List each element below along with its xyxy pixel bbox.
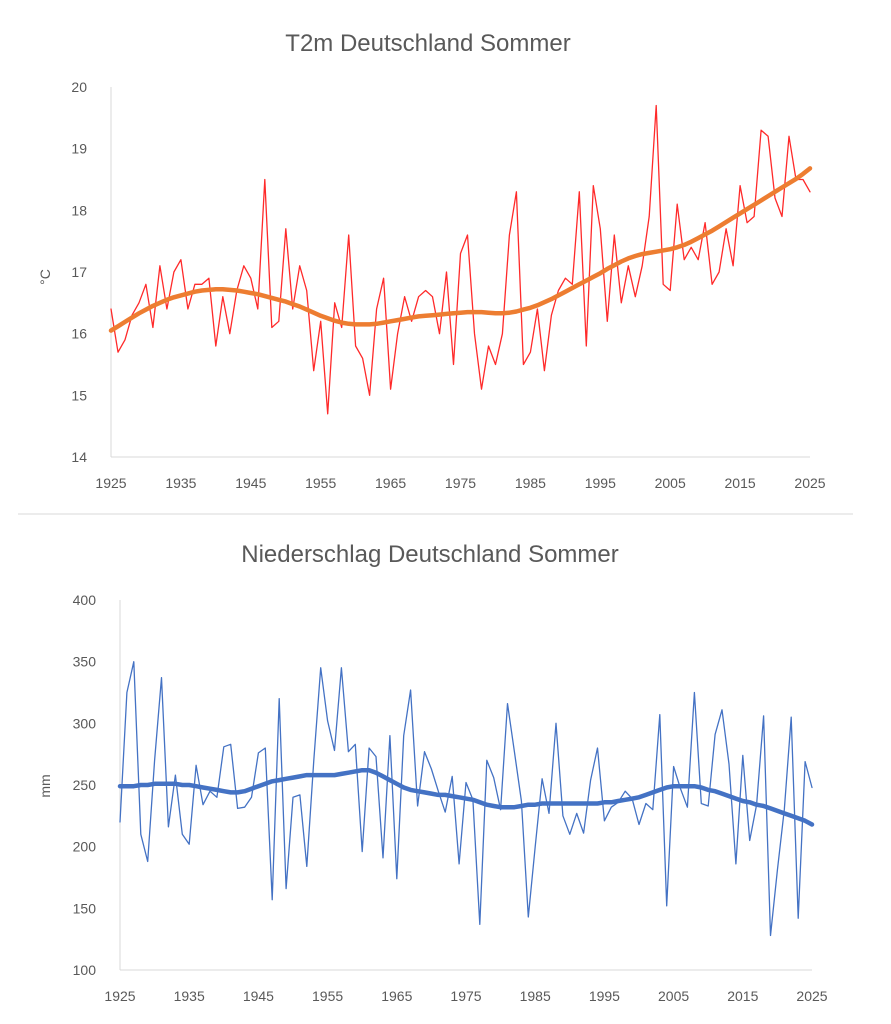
- x-tick-label: 1935: [165, 475, 196, 491]
- annual-series-line: [119, 661, 813, 937]
- annual-series-line: [110, 104, 811, 415]
- y-tick-label: 150: [73, 900, 97, 916]
- x-tick-label: 2015: [727, 988, 758, 1004]
- x-tick-label: 1965: [381, 988, 412, 1004]
- x-tick-label: 1975: [445, 475, 476, 491]
- x-tick-label: 1965: [375, 475, 406, 491]
- y-axis-label: mm: [37, 774, 53, 797]
- x-tick-label: 1955: [305, 475, 336, 491]
- y-tick-label: 300: [73, 715, 97, 731]
- chart-title: T2m Deutschland Sommer: [285, 30, 570, 57]
- x-tick-label: 1945: [235, 475, 266, 491]
- y-tick-label: 250: [73, 777, 97, 793]
- y-tick-label: 19: [71, 141, 87, 157]
- x-tick-label: 1975: [450, 988, 481, 1004]
- y-tick-label: 350: [73, 654, 97, 670]
- x-tick-label: 1945: [243, 988, 274, 1004]
- trend-series-line: [108, 166, 813, 333]
- x-tick-label: 1925: [104, 988, 135, 1004]
- x-tick-label: 2015: [725, 475, 756, 491]
- y-tick-label: 16: [71, 326, 87, 342]
- y-tick-label: 18: [71, 202, 87, 218]
- y-tick-label: 15: [71, 387, 87, 403]
- y-tick-label: 20: [71, 79, 87, 95]
- x-tick-label: 1995: [585, 475, 616, 491]
- x-tick-label: 2025: [794, 475, 825, 491]
- precipitation-chart: Niederschlag Deutschland Sommer mm 100 15…: [37, 541, 828, 1004]
- x-tick-label: 2025: [796, 988, 827, 1004]
- y-axis-label: °C: [37, 269, 53, 285]
- y-tick-label: 400: [73, 592, 97, 608]
- x-tick-label: 2005: [658, 988, 689, 1004]
- x-tick-label: 1985: [515, 475, 546, 491]
- y-tick-label: 100: [73, 962, 97, 978]
- x-tick-label: 2005: [655, 475, 686, 491]
- y-tick-label: 17: [71, 264, 87, 280]
- y-tick-label: 14: [71, 449, 87, 465]
- x-tick-label: 1935: [174, 988, 205, 1004]
- x-tick-label: 1925: [95, 475, 126, 491]
- y-tick-label: 200: [73, 839, 97, 855]
- chart-title: Niederschlag Deutschland Sommer: [241, 541, 619, 568]
- x-tick-label: 1995: [589, 988, 620, 1004]
- trend-series-line: [117, 767, 815, 827]
- temperature-chart: T2m Deutschland Sommer °C 14 15 16 17 18 19 20…: [37, 30, 826, 491]
- x-tick-label: 1985: [520, 988, 551, 1004]
- x-tick-label: 1955: [312, 988, 343, 1004]
